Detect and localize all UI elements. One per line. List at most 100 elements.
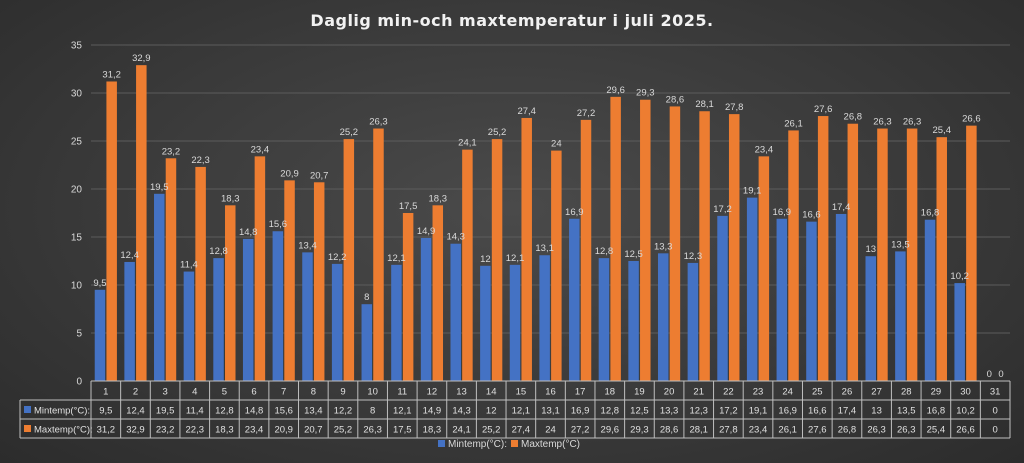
min-temp-bar (124, 261, 135, 381)
max-temp-bar (906, 128, 918, 381)
min-temp-data-label: 12,3 (684, 251, 703, 262)
table-cell: 12 (486, 406, 497, 417)
min-temp-bar (924, 219, 936, 381)
table-cell: 24 (545, 425, 556, 436)
min-temp-bar (509, 264, 521, 381)
min-temp-data-label: 12,5 (624, 249, 643, 260)
table-cell: 17,5 (393, 425, 412, 436)
table-cell: 31,2 (97, 425, 116, 436)
table-cell: 27,8 (719, 425, 738, 436)
x-category-label: 30 (960, 387, 971, 398)
table-cell: 25,4 (927, 425, 946, 436)
x-category-label: 31 (990, 387, 1001, 398)
min-temp-data-label: 13,4 (298, 240, 317, 251)
max-temp-data-label: 23,4 (755, 144, 774, 155)
max-temp-data-label: 27,4 (517, 106, 536, 117)
table-cell: 25,2 (334, 425, 353, 436)
min-temp-bar (391, 264, 402, 381)
min-temp-data-label: 12,2 (328, 252, 347, 263)
max-temp-data-label: 25,2 (488, 127, 507, 138)
table-cell: 24,1 (452, 425, 471, 436)
max-temp-bar (936, 137, 947, 381)
max-temp-bar (136, 65, 147, 381)
min-temp-bar (539, 255, 550, 381)
min-temp-bar (628, 261, 639, 381)
y-axis: 0 5 10 15 20 25 30 35 (71, 41, 83, 388)
table-cell: 17,4 (838, 406, 857, 417)
min-temp-bar (420, 237, 432, 381)
max-temp-data-label: 29,3 (636, 88, 655, 99)
y-tick-label: 20 (71, 185, 83, 196)
max-temp-data-label: 17,5 (399, 201, 418, 212)
table-cell: 12,1 (512, 406, 531, 417)
table-cell: 27,4 (512, 425, 531, 436)
table-cell: 23,4 (749, 425, 768, 436)
data-table: 1 2 3 4 5 6 7 8 9 10 11 12 13 14 15 16 17 18 19 20 21 22 23 24 2… (19, 380, 1011, 439)
table-cell: 20,7 (304, 425, 323, 436)
table-series-swatch (24, 406, 31, 413)
table-cell: 26,3 (867, 425, 886, 436)
bars (94, 65, 977, 382)
table-cell: 22,3 (186, 425, 205, 436)
max-temp-data-label: 18,3 (221, 193, 240, 204)
x-category-label: 9 (340, 387, 345, 398)
min-temp-bar (213, 258, 224, 381)
legend-label-min: Mintemp(°C): (448, 439, 507, 450)
max-temp-bar (847, 123, 859, 381)
x-category-label: 25 (812, 387, 823, 398)
x-category-label: 3 (162, 387, 167, 398)
max-temp-bar (521, 117, 532, 382)
max-temp-data-label: 26,6 (962, 114, 981, 125)
max-temp-bar (402, 213, 414, 381)
max-temp-data-label: 26,1 (784, 118, 803, 129)
table-series-swatch (24, 425, 31, 432)
table-cell: 9,5 (99, 406, 112, 417)
table-cell: 16,9 (778, 406, 797, 417)
table-cell: 28,1 (689, 425, 708, 436)
max-temp-data-label: 27,2 (577, 108, 596, 119)
y-tick-label: 0 (76, 377, 82, 388)
min-temp-bar (183, 271, 195, 381)
min-temp-data-label: 14,8 (239, 227, 258, 238)
table-cell: 0 (993, 425, 998, 436)
min-temp-bar (776, 218, 788, 381)
x-category-label: 22 (723, 387, 734, 398)
max-temp-data-label: 31,2 (102, 69, 121, 80)
max-temp-data-label: 24,1 (458, 138, 477, 149)
max-temp-bar (817, 116, 829, 381)
max-temp-data-label: 20,7 (310, 170, 329, 181)
x-category-label: 19 (634, 387, 645, 398)
x-category-label: 17 (575, 387, 586, 398)
y-tick-label: 30 (71, 89, 83, 100)
table-cell: 26,8 (838, 425, 857, 436)
min-temp-data-label: 16,9 (565, 207, 584, 218)
table-cell: 19,5 (156, 406, 175, 417)
table-cell: 14,9 (423, 406, 442, 417)
min-temp-data-label: 13 (865, 244, 876, 255)
min-temp-bar (954, 283, 965, 381)
table-cell: 27,2 (571, 425, 590, 436)
table-cell: 14,8 (245, 406, 264, 417)
y-tick-label: 10 (71, 281, 83, 292)
min-temp-data-label: 13,3 (654, 241, 673, 252)
max-temp-data-label: 22,3 (191, 155, 210, 166)
max-temp-data-label: 28,1 (695, 99, 714, 110)
table-cell: 13,3 (660, 406, 679, 417)
max-temp-bar (610, 96, 621, 381)
max-temp-bar (343, 139, 355, 381)
table-cell: 18,3 (215, 425, 234, 436)
min-temp-data-label: 17,4 (832, 202, 851, 213)
table-cell: 0 (993, 406, 998, 417)
max-temp-bar (491, 139, 503, 381)
min-temp-data-label: 12,8 (209, 246, 228, 257)
table-cell: 13 (871, 406, 882, 417)
max-temp-data-label: 26,8 (844, 112, 863, 123)
min-temp-bar (835, 213, 847, 381)
min-temp-bar (272, 231, 284, 381)
max-temp-data-label: 26,3 (369, 117, 388, 128)
min-temp-data-label: 16,9 (773, 207, 792, 218)
min-temp-bar (450, 243, 461, 381)
y-tick-label: 35 (71, 41, 83, 52)
legend-label-max: Maxtemp(°C) (521, 439, 580, 450)
